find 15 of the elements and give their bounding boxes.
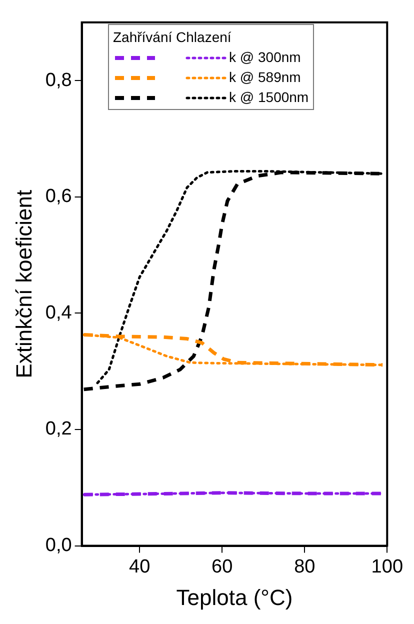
y-axis-title: Extinkční koeficient bbox=[11, 190, 36, 378]
legend-label: k @ 1500nm bbox=[229, 89, 309, 105]
x-tick-label: 40 bbox=[129, 556, 150, 578]
x-axis-title: Teplota (°C) bbox=[176, 584, 293, 610]
legend-title: Zahřívání Chlazení bbox=[113, 28, 232, 47]
y-tick-label: 0,6 bbox=[45, 186, 72, 208]
legend-label: k @ 589nm bbox=[229, 69, 301, 85]
y-tick-label: 0,8 bbox=[45, 70, 72, 91]
x-tick-label: 60 bbox=[212, 556, 233, 578]
x-tick-label: 100 bbox=[371, 556, 403, 578]
x-tick-label: 80 bbox=[294, 556, 316, 578]
y-tick-label: 0,0 bbox=[45, 535, 72, 556]
legend-label: k @ 300nm bbox=[229, 49, 301, 65]
y-tick-label: 0,2 bbox=[45, 418, 72, 440]
y-tick-label: 0,4 bbox=[45, 302, 72, 324]
